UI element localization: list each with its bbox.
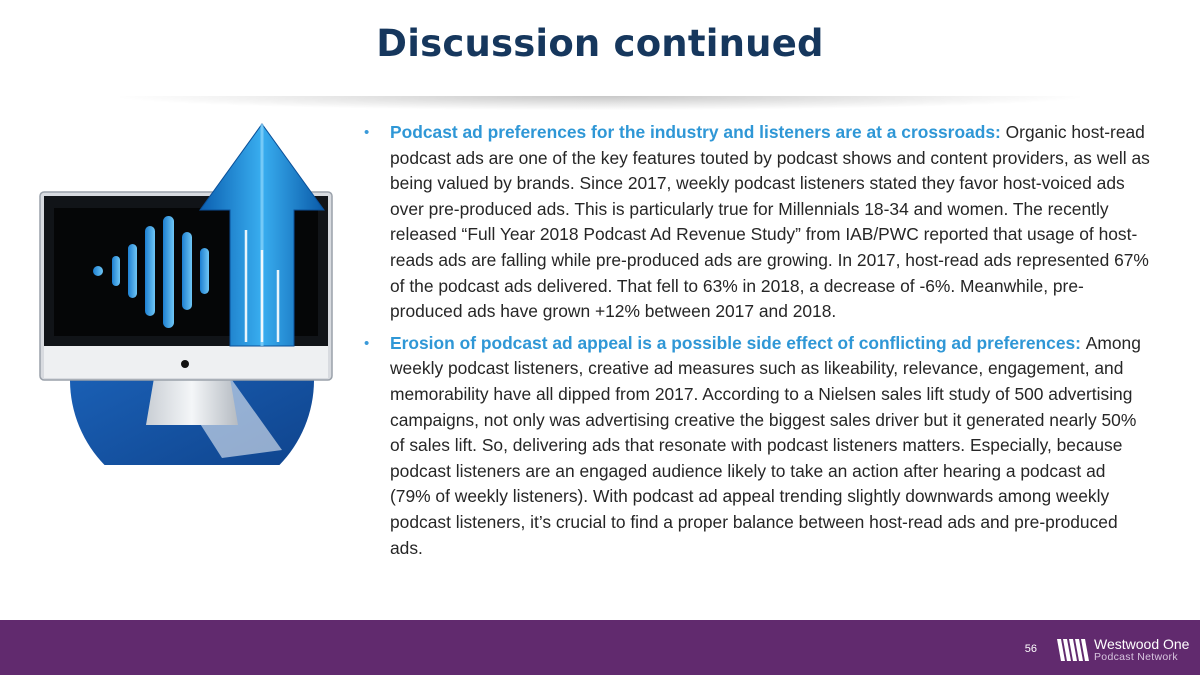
westwood-one-logo-icon [1057, 639, 1089, 661]
slide-title: Discussion continued [376, 22, 824, 65]
page-number: 56 [1024, 643, 1037, 655]
bullet-separator: : [1075, 332, 1086, 353]
bullet-text: Organic host-read podcast ads are one of… [390, 122, 1150, 322]
bullet-dot-icon: • [364, 334, 370, 352]
bullet-item: • Podcast ad preferences for the industr… [360, 120, 1150, 325]
title-divider-shadow [120, 96, 1080, 110]
footer-bar: 56 Westwood One Podcast Network [0, 620, 1200, 675]
bullet-text: Among weekly podcast listeners, creative… [390, 332, 1141, 558]
bullet-separator: : [995, 122, 1006, 142]
bullet-lead: Erosion of podcast ad appeal is a possib… [390, 332, 1076, 353]
bullet-list: • Podcast ad preferences for the industr… [360, 120, 1150, 567]
bullet-item: • Erosion of podcast ad appeal is a poss… [360, 331, 1150, 561]
brand-subtitle: Podcast Network [1094, 651, 1178, 663]
bullet-dot-icon: • [364, 124, 370, 141]
brand-name: Westwood One [1094, 636, 1190, 652]
bullet-lead: Podcast ad preferences for the industry … [390, 122, 996, 142]
brand-logo: Westwood One Podcast Network [1056, 636, 1196, 664]
monitor-soundwave-arrow-icon [39, 123, 333, 465]
